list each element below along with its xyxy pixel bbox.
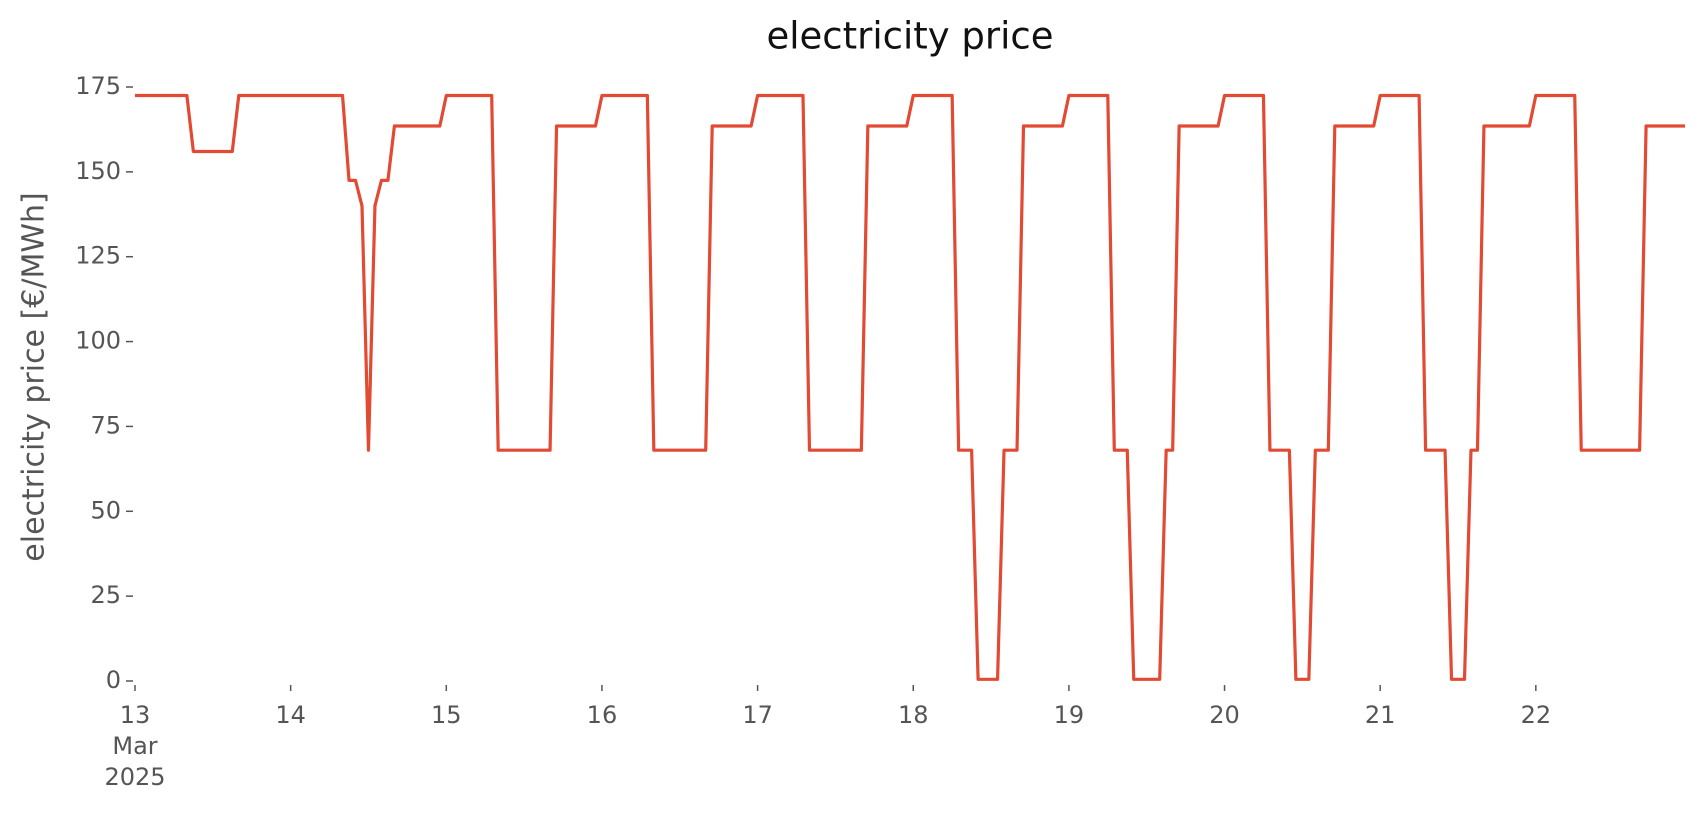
x-tick-label: 14 [275,701,306,729]
x-tick-label: 13 Mar 2025 [104,701,165,791]
y-tick-label: 75 [90,411,121,439]
y-tick-label: 125 [75,242,121,270]
y-tick-label: 25 [90,581,121,609]
x-tick-label: 22 [1521,701,1552,729]
y-tick-label: 150 [75,157,121,185]
price-line [135,93,1685,681]
chart-title: electricity price [766,15,1053,58]
y-tick-label: 0 [106,666,121,694]
y-tick-label: 50 [90,496,121,524]
x-tick-label: 20 [1209,701,1240,729]
x-tick-label: 16 [587,701,618,729]
x-tick-label: 17 [742,701,773,729]
x-tick-label: 18 [898,701,929,729]
x-tick-label: 15 [431,701,462,729]
y-tick-label: 175 [75,72,121,100]
x-tick-label: 21 [1365,701,1396,729]
y-axis-label: electricity price [€/MWh] [17,192,52,561]
x-tick-label: 19 [1054,701,1085,729]
y-tick-label: 100 [75,327,121,355]
